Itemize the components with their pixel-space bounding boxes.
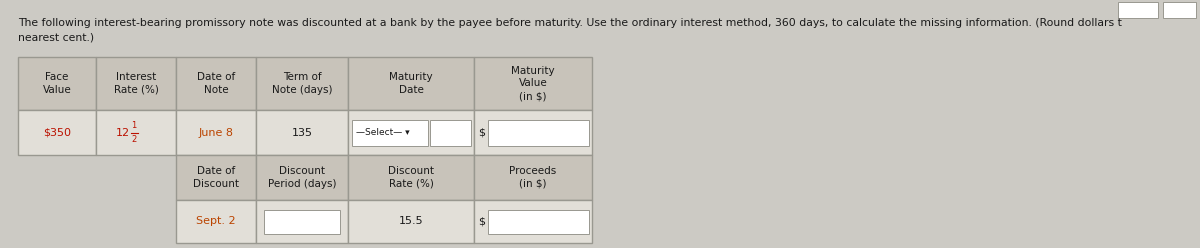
Text: The following interest-bearing promissory note was discounted at a bank by the p: The following interest-bearing promissor… [18, 18, 1122, 28]
Bar [474, 110, 592, 155]
Text: 2: 2 [131, 135, 137, 144]
Bar [348, 110, 474, 155]
Text: Term of
Note (days): Term of Note (days) [271, 72, 332, 95]
Text: Discount
Rate (%): Discount Rate (%) [388, 166, 434, 189]
Bar [176, 200, 256, 243]
Text: Discount
Period (days): Discount Period (days) [268, 166, 336, 189]
Bar [256, 57, 348, 110]
Bar [176, 110, 256, 155]
Bar [474, 200, 592, 243]
Bar [96, 110, 176, 155]
Bar [1163, 2, 1196, 18]
Text: —Select— ▾: —Select— ▾ [356, 128, 409, 137]
Bar [256, 200, 348, 243]
Text: Face
Value: Face Value [43, 72, 71, 95]
Bar [264, 210, 340, 234]
Bar [1118, 2, 1158, 18]
Text: $: $ [478, 217, 485, 226]
Text: Proceeds
(in $): Proceeds (in $) [509, 166, 557, 189]
Text: $350: $350 [43, 127, 71, 137]
Text: 12: 12 [116, 127, 130, 137]
Text: 1: 1 [131, 121, 137, 130]
Bar [348, 200, 474, 243]
Text: June 8: June 8 [198, 127, 234, 137]
Bar [488, 120, 589, 146]
Bar [176, 57, 256, 110]
Bar [256, 155, 348, 200]
Bar [18, 57, 96, 110]
Bar [352, 120, 428, 146]
Text: nearest cent.): nearest cent.) [18, 32, 94, 42]
Bar [176, 155, 256, 200]
Text: Date of
Discount: Date of Discount [193, 166, 239, 189]
Text: Maturity
Date: Maturity Date [389, 72, 433, 95]
Bar [474, 57, 592, 110]
Bar [488, 210, 589, 234]
Text: Interest
Rate (%): Interest Rate (%) [114, 72, 158, 95]
Bar [96, 57, 176, 110]
Bar [348, 155, 474, 200]
Text: Date of
Note: Date of Note [197, 72, 235, 95]
Text: Sept. 2: Sept. 2 [196, 217, 236, 226]
Bar [474, 155, 592, 200]
Text: 135: 135 [292, 127, 312, 137]
Text: Maturity
Value
(in $): Maturity Value (in $) [511, 66, 554, 101]
Bar [18, 110, 96, 155]
Text: 15.5: 15.5 [398, 217, 424, 226]
Bar [430, 120, 470, 146]
Bar [348, 57, 474, 110]
Text: $: $ [478, 127, 485, 137]
Bar [256, 110, 348, 155]
